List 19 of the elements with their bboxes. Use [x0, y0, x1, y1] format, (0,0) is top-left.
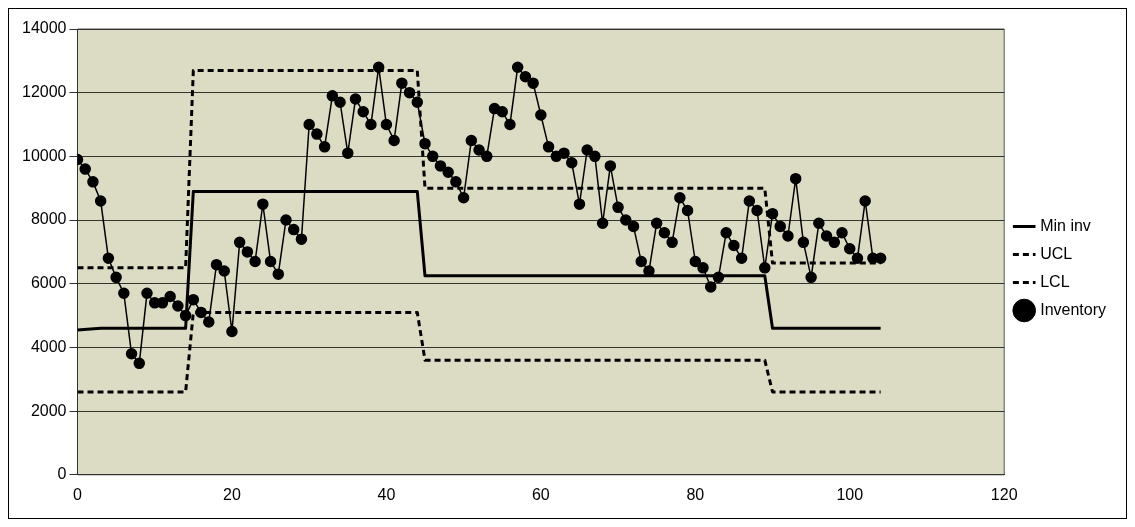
- y-tick-label: 0: [57, 465, 67, 483]
- x-tick-label: 80: [686, 485, 705, 503]
- y-tick-label: 2000: [30, 401, 67, 419]
- legend-label: Inventory: [1040, 300, 1106, 318]
- y-tick-label: 12000: [21, 83, 67, 101]
- x-tick-label: 40: [377, 485, 396, 503]
- y-tick-label: 8000: [30, 210, 67, 228]
- legend-label: UCL: [1040, 244, 1073, 262]
- y-tick-label: 14000: [21, 19, 67, 37]
- legend-label: Min inv: [1040, 216, 1091, 234]
- x-tick-label: 20: [223, 485, 241, 503]
- x-tick-label: 0: [73, 485, 83, 503]
- x-tick-label: 100: [836, 485, 864, 503]
- y-tick-label: 4000: [30, 337, 67, 355]
- legend-label: LCL: [1040, 272, 1070, 290]
- y-tick-label: 6000: [30, 274, 67, 292]
- y-tick-label: 10000: [21, 146, 67, 164]
- x-tick-label: 120: [990, 485, 1018, 503]
- x-tick-label: 60: [531, 485, 550, 503]
